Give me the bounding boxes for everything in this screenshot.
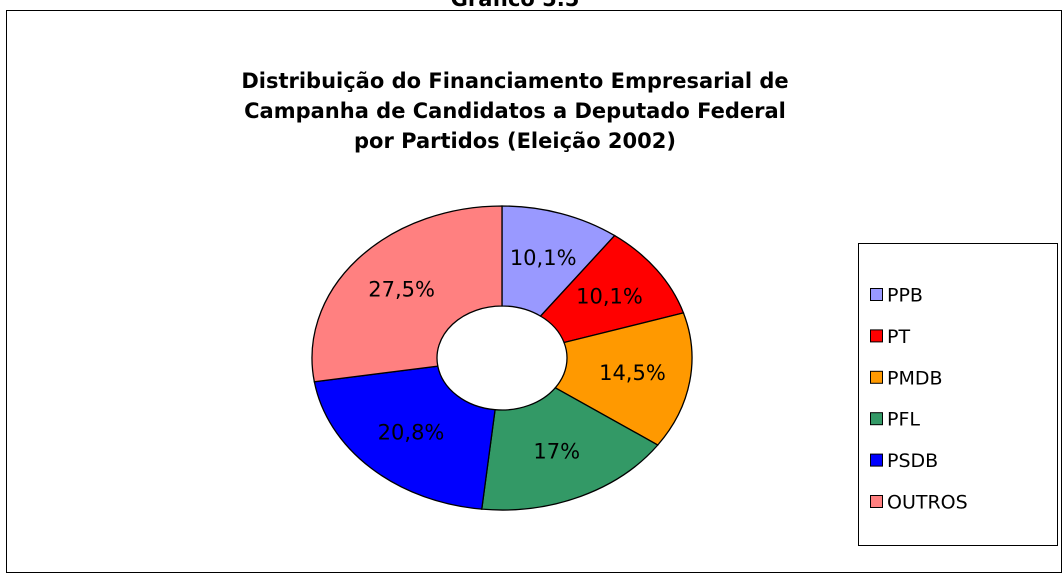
donut-segment [311,205,503,383]
chart-title: Campanha de Candidatos a Deputado Federa… [244,99,786,123]
legend-label: PSDB [887,450,938,472]
legend-swatch [870,453,883,467]
chart-title: por Partidos (Eleição 2002) [354,129,676,153]
legend-swatch [870,412,883,426]
data-label: 14,5% [599,361,666,385]
data-label: 20,8% [378,420,445,444]
legend-swatch [870,370,883,384]
chart-title: Distribuição do Financiamento Empresaria… [241,69,788,93]
data-label: 10,1% [576,285,643,309]
legend-swatch [870,288,883,301]
legend-label: PPB [887,285,923,307]
data-label: 17% [533,440,580,464]
legend-label: PMDB [887,367,943,389]
header: Gráfico 5.5 [451,0,580,11]
donut-segment [481,386,659,511]
legend-label: OUTROS [887,492,968,514]
data-label: 27,5% [368,277,435,301]
legend-label: PT [887,326,910,348]
data-label: 10,1% [510,246,577,270]
donut-segment [313,365,496,510]
legend-box [858,243,1058,546]
donut-segment [554,312,693,446]
legend-label: PFL [887,409,920,431]
legend-swatch [870,495,883,508]
legend-swatch [870,329,883,343]
